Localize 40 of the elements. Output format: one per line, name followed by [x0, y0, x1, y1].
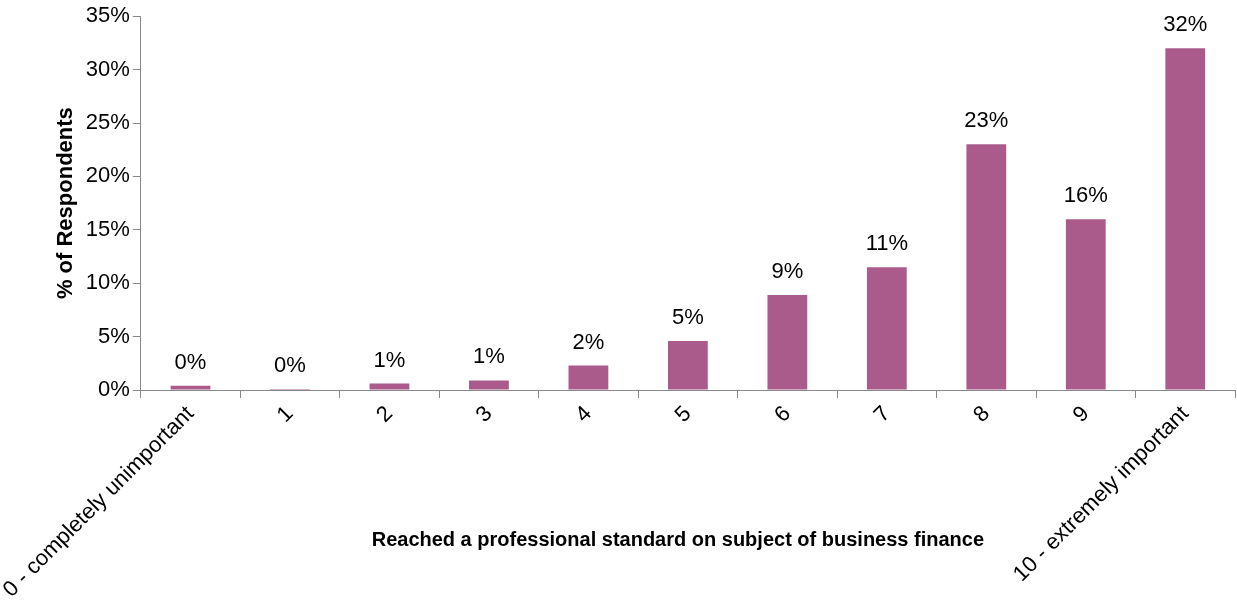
y-tick-label: 10% — [85, 269, 130, 295]
bar — [469, 380, 509, 390]
y-tick-label: 15% — [85, 215, 130, 241]
x-tick-label: 3 — [470, 400, 497, 427]
data-label: 1% — [373, 346, 406, 372]
bar — [866, 267, 907, 390]
x-tick-label: 9 — [1067, 400, 1094, 427]
bar — [170, 385, 211, 390]
x-tick-label: 2 — [370, 400, 398, 427]
data-label: 0% — [274, 352, 306, 378]
data-label: 32% — [1163, 11, 1208, 37]
x-axis-title: Reached a professional standard on subject of business finance — [371, 527, 985, 550]
y-tick-label: 5% — [97, 322, 130, 348]
x-tick-label: 4 — [569, 400, 597, 427]
data-label: 0% — [174, 348, 207, 374]
y-tick-label: 35% — [85, 2, 130, 28]
x-tick-label: 7 — [868, 400, 895, 427]
x-tick-label: 8 — [967, 400, 995, 427]
data-label: 1% — [473, 343, 505, 369]
data-label: 23% — [964, 107, 1009, 133]
x-tick-label: 6 — [768, 400, 796, 427]
data-label: 11% — [865, 230, 909, 256]
y-tick-label: 30% — [85, 55, 130, 81]
data-label: 2% — [572, 328, 605, 354]
data-label: 9% — [771, 258, 804, 284]
y-axis-title: % of Respondents — [51, 107, 77, 300]
bar — [966, 144, 1007, 390]
bar — [1165, 48, 1206, 390]
bar — [1065, 219, 1106, 390]
bar — [767, 294, 808, 390]
x-tick-label: 1 — [271, 400, 298, 427]
bar — [369, 383, 410, 390]
y-tick-label: 25% — [85, 109, 130, 135]
bar — [667, 340, 708, 390]
x-tick-label: 5 — [669, 400, 696, 427]
data-label: 5% — [671, 303, 704, 329]
y-tick-label: 20% — [85, 162, 130, 188]
data-label: 16% — [1063, 182, 1108, 208]
y-tick-label: 0% — [97, 376, 130, 402]
bar — [568, 365, 609, 390]
